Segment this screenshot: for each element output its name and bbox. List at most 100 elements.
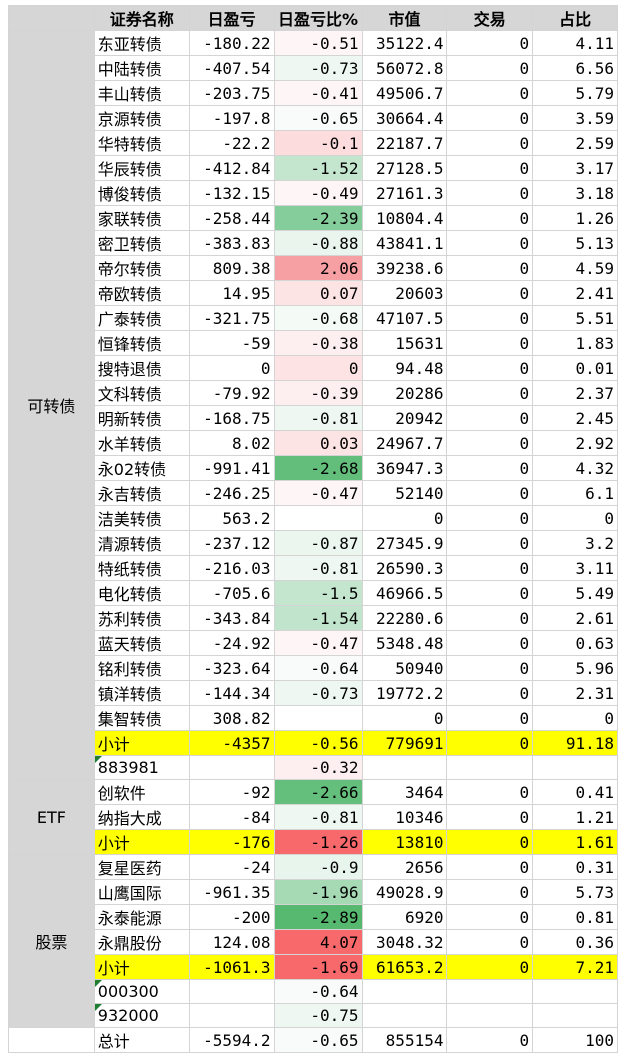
share-cell[interactable]: 6.1 bbox=[532, 480, 618, 506]
share-cell[interactable]: 2.41 bbox=[532, 280, 618, 306]
trade-cell[interactable]: 0 bbox=[446, 730, 534, 756]
daily-pnl-pct-cell[interactable]: -0.9 bbox=[273, 854, 363, 880]
daily-pnl-pct-cell[interactable]: 0 bbox=[273, 355, 363, 381]
market-value-cell[interactable] bbox=[361, 755, 448, 780]
share-cell[interactable]: 0.41 bbox=[532, 779, 618, 805]
trade-cell[interactable]: 0 bbox=[446, 355, 534, 381]
share-cell[interactable]: 0.01 bbox=[532, 355, 618, 381]
trade-cell[interactable]: 0 bbox=[446, 605, 534, 631]
share-cell[interactable] bbox=[532, 1003, 618, 1028]
security-name-cell[interactable]: 洁美转债 bbox=[93, 505, 190, 531]
header-market-value[interactable]: 市值 bbox=[361, 5, 448, 31]
security-name-cell[interactable]: 纳指大成 bbox=[93, 804, 190, 830]
trade-cell[interactable]: 0 bbox=[446, 580, 534, 606]
trade-cell[interactable]: 0 bbox=[446, 130, 534, 156]
daily-pnl-pct-cell[interactable]: -0.39 bbox=[273, 380, 363, 406]
security-name-cell[interactable]: 永吉转债 bbox=[93, 480, 190, 506]
trade-cell[interactable]: 0 bbox=[446, 180, 534, 206]
daily-pnl-pct-cell[interactable]: -1.5 bbox=[273, 580, 363, 606]
share-cell[interactable]: 3.11 bbox=[532, 555, 618, 581]
daily-pnl-cell[interactable]: -991.41 bbox=[188, 455, 275, 481]
daily-pnl-pct-cell[interactable]: -0.81 bbox=[273, 804, 363, 830]
daily-pnl-cell[interactable]: 0 bbox=[188, 355, 275, 381]
share-cell[interactable]: 4.59 bbox=[532, 255, 618, 281]
daily-pnl-cell[interactable]: -216.03 bbox=[188, 555, 275, 581]
daily-pnl-cell[interactable]: -132.15 bbox=[188, 180, 275, 206]
daily-pnl-pct-cell[interactable]: 2.06 bbox=[273, 255, 363, 281]
daily-pnl-cell[interactable]: -197.8 bbox=[188, 105, 275, 131]
share-cell[interactable] bbox=[532, 755, 618, 780]
market-value-cell[interactable]: 94.48 bbox=[361, 355, 448, 381]
daily-pnl-pct-cell[interactable]: 0.07 bbox=[273, 280, 363, 306]
share-cell[interactable]: 6.56 bbox=[532, 55, 618, 81]
market-value-cell[interactable]: 39238.6 bbox=[361, 255, 448, 281]
market-value-cell[interactable]: 27161.3 bbox=[361, 180, 448, 206]
security-name-cell[interactable]: 中陆转债 bbox=[93, 55, 190, 81]
daily-pnl-pct-cell[interactable]: -1.54 bbox=[273, 605, 363, 631]
security-name-cell[interactable]: 苏利转债 bbox=[93, 605, 190, 631]
daily-pnl-cell[interactable]: 809.38 bbox=[188, 255, 275, 281]
daily-pnl-cell[interactable]: -343.84 bbox=[188, 605, 275, 631]
daily-pnl-pct-cell[interactable]: -0.1 bbox=[273, 130, 363, 156]
daily-pnl-pct-cell[interactable]: -0.65 bbox=[273, 1027, 363, 1053]
trade-cell[interactable]: 0 bbox=[446, 430, 534, 456]
header-share[interactable]: 占比 bbox=[532, 5, 618, 31]
daily-pnl-cell[interactable]: -383.83 bbox=[188, 230, 275, 256]
header-daily-pnl[interactable]: 日盈亏 bbox=[188, 5, 275, 31]
trade-cell[interactable]: 0 bbox=[446, 779, 534, 805]
market-value-cell[interactable]: 27128.5 bbox=[361, 155, 448, 181]
daily-pnl-cell[interactable]: -92 bbox=[188, 779, 275, 805]
daily-pnl-cell[interactable]: -144.34 bbox=[188, 680, 275, 706]
blank-cell[interactable] bbox=[8, 1027, 95, 1053]
market-value-cell[interactable]: 2656 bbox=[361, 854, 448, 880]
market-value-cell[interactable]: 779691 bbox=[361, 730, 448, 756]
daily-pnl-pct-cell[interactable] bbox=[273, 505, 363, 531]
daily-pnl-pct-cell[interactable]: -0.41 bbox=[273, 80, 363, 106]
security-name-cell[interactable]: 家联转债 bbox=[93, 205, 190, 231]
share-cell[interactable]: 1.26 bbox=[532, 205, 618, 231]
daily-pnl-cell[interactable]: 563.2 bbox=[188, 505, 275, 531]
trade-cell[interactable]: 0 bbox=[446, 854, 534, 880]
trade-cell[interactable]: 0 bbox=[446, 305, 534, 331]
daily-pnl-pct-cell[interactable]: -0.64 bbox=[273, 655, 363, 681]
trade-cell[interactable]: 0 bbox=[446, 555, 534, 581]
security-name-cell[interactable]: 创软件 bbox=[93, 779, 190, 805]
trade-cell[interactable]: 0 bbox=[446, 80, 534, 106]
security-name-cell[interactable]: 永泰能源 bbox=[93, 904, 190, 930]
trade-cell[interactable]: 0 bbox=[446, 530, 534, 556]
security-name-cell[interactable]: 帝尔转债 bbox=[93, 255, 190, 281]
market-value-cell[interactable]: 35122.4 bbox=[361, 30, 448, 56]
trade-cell[interactable] bbox=[446, 979, 534, 1004]
daily-pnl-cell[interactable]: -79.92 bbox=[188, 380, 275, 406]
group-label-cell[interactable]: 可转债 bbox=[8, 30, 95, 780]
trade-cell[interactable]: 0 bbox=[446, 105, 534, 131]
trade-cell[interactable]: 0 bbox=[446, 630, 534, 656]
market-value-cell[interactable]: 47107.5 bbox=[361, 305, 448, 331]
market-value-cell[interactable]: 49028.9 bbox=[361, 879, 448, 905]
security-name-cell[interactable]: 华辰转债 bbox=[93, 155, 190, 181]
market-value-cell[interactable] bbox=[361, 979, 448, 1004]
security-name-cell[interactable]: 镇洋转债 bbox=[93, 680, 190, 706]
index-code-cell[interactable]: 883981 bbox=[93, 755, 190, 780]
daily-pnl-cell[interactable]: -84 bbox=[188, 804, 275, 830]
security-name-cell[interactable]: 恒锋转债 bbox=[93, 330, 190, 356]
security-name-cell[interactable]: 复星医药 bbox=[93, 854, 190, 880]
market-value-cell[interactable]: 50940 bbox=[361, 655, 448, 681]
market-value-cell[interactable]: 22187.7 bbox=[361, 130, 448, 156]
daily-pnl-cell[interactable] bbox=[188, 1003, 275, 1028]
market-value-cell[interactable]: 52140 bbox=[361, 480, 448, 506]
share-cell[interactable]: 0.63 bbox=[532, 630, 618, 656]
market-value-cell[interactable]: 20603 bbox=[361, 280, 448, 306]
trade-cell[interactable]: 0 bbox=[446, 205, 534, 231]
share-cell[interactable]: 2.31 bbox=[532, 680, 618, 706]
daily-pnl-pct-cell[interactable]: -0.73 bbox=[273, 55, 363, 81]
market-value-cell[interactable]: 10346 bbox=[361, 804, 448, 830]
daily-pnl-cell[interactable]: -200 bbox=[188, 904, 275, 930]
security-name-cell[interactable]: 山鹰国际 bbox=[93, 879, 190, 905]
trade-cell[interactable]: 0 bbox=[446, 255, 534, 281]
daily-pnl-cell[interactable]: -412.84 bbox=[188, 155, 275, 181]
market-value-cell[interactable]: 19772.2 bbox=[361, 680, 448, 706]
daily-pnl-pct-cell[interactable]: -0.51 bbox=[273, 30, 363, 56]
trade-cell[interactable]: 0 bbox=[446, 505, 534, 531]
market-value-cell[interactable]: 24967.7 bbox=[361, 430, 448, 456]
